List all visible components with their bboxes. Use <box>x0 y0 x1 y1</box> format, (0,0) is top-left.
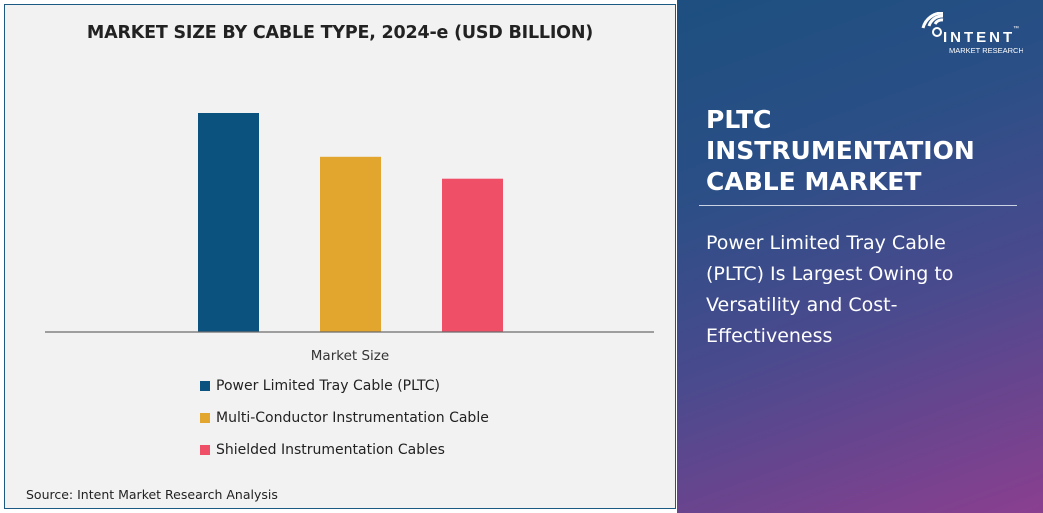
legend-label: Power Limited Tray Cable (PLTC) <box>216 378 440 394</box>
bar-3 <box>442 178 503 332</box>
info-panel: INTENT ™ MARKET RESEARCH PLTC INSTRUMENT… <box>677 0 1043 513</box>
report-subtitle: Power Limited Tray Cable (PLTC) Is Large… <box>706 232 954 347</box>
bar-chart <box>45 113 654 333</box>
report-title: PLTC INSTRUMENTATION CABLE MARKET <box>706 104 975 197</box>
legend-swatch <box>200 413 210 423</box>
chart-title: MARKET SIZE BY CABLE TYPE, 2024-e (USD B… <box>86 23 594 43</box>
legend-swatch <box>200 381 210 391</box>
legend-item-multi-conductor: Multi-Conductor Instrumentation Cable <box>200 410 489 426</box>
bar-2 <box>320 156 381 332</box>
divider <box>699 205 1017 206</box>
report-title-line: PLTC <box>706 105 772 134</box>
chart-panel: MARKET SIZE BY CABLE TYPE, 2024-e (USD B… <box>4 4 676 509</box>
report-title-line: INSTRUMENTATION <box>706 136 975 165</box>
legend-item-shielded: Shielded Instrumentation Cables <box>200 442 445 458</box>
intent-logo: INTENT ™ MARKET RESEARCH <box>913 11 1024 57</box>
bar-1 <box>198 113 259 332</box>
logo-tm: ™ <box>1013 25 1019 32</box>
legend-label: Multi-Conductor Instrumentation Cable <box>216 410 489 426</box>
signal-icon: INTENT ™ MARKET RESEARCH <box>921 11 1024 55</box>
logo-text: INTENT <box>943 29 1015 46</box>
legend-item-pltc: Power Limited Tray Cable (PLTC) <box>200 378 440 394</box>
x-axis-label: Market Size <box>310 348 390 364</box>
source-note: Source: Intent Market Research Analysis <box>26 487 278 502</box>
report-title-line: CABLE MARKET <box>706 167 922 196</box>
logo-subtext: MARKET RESEARCH <box>949 46 1023 55</box>
legend-label: Shielded Instrumentation Cables <box>216 442 445 458</box>
legend-swatch <box>200 445 210 455</box>
